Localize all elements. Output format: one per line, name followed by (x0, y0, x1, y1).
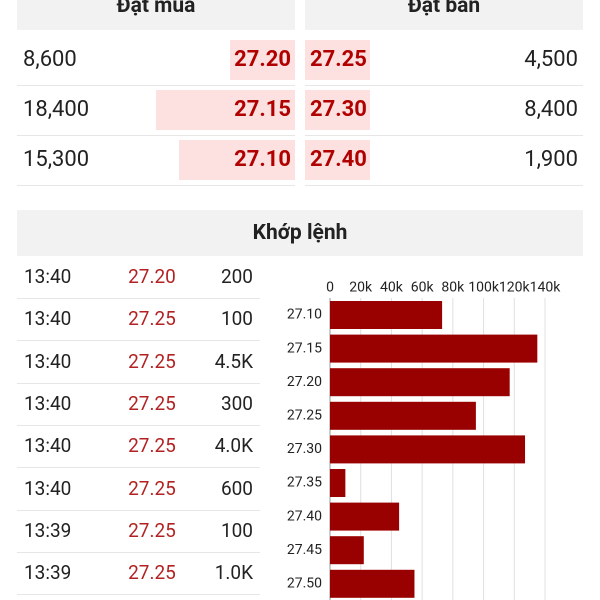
ask-volume-bar (305, 140, 370, 180)
row-divider (17, 424, 260, 426)
bid-header (17, 0, 295, 30)
row-divider (17, 594, 260, 596)
y-tick-label: 27.35 (287, 475, 322, 491)
x-tick-label: 0 (326, 280, 334, 296)
trade-price: 27.25 (128, 518, 176, 542)
y-tick-label: 27.20 (287, 374, 322, 390)
bid-volume: 8,600 (23, 47, 77, 72)
trade-price: 27.25 (128, 391, 176, 415)
trade-volume: 100 (220, 518, 253, 542)
ask-title: Đặt bán (407, 0, 481, 18)
bar (330, 368, 510, 397)
x-tick-label: 80k (441, 280, 465, 296)
trade-volume: 600 (220, 476, 253, 500)
trade-time: 13:40 (24, 265, 72, 288)
bar (330, 569, 415, 598)
bid-volume-bar (179, 140, 295, 180)
trade-volume: 1.0K (214, 561, 253, 585)
trade-time: 13:40 (24, 476, 72, 500)
ask-volume: 8,400 (524, 97, 578, 122)
trade-volume: 300 (220, 391, 253, 415)
trade-time: 13:40 (24, 434, 72, 458)
bar (330, 401, 476, 430)
trade-volume: 4.0K (214, 434, 253, 458)
x-tick-label: 40k (380, 280, 404, 296)
bid-title: Đặt mua (116, 0, 196, 18)
x-tick-label: 60k (411, 280, 435, 296)
ask-volume-bar (305, 40, 370, 80)
row-divider (17, 340, 260, 342)
y-tick-label: 27.50 (287, 576, 322, 592)
x-tick-label: 140k (530, 280, 562, 296)
y-tick-label: 27.30 (287, 441, 322, 457)
ask-volume: 4,500 (524, 47, 578, 72)
row-divider (17, 298, 260, 299)
bid-price: 27.15 (234, 97, 291, 122)
y-tick-label: 27.25 (287, 408, 322, 424)
row-divider (305, 85, 583, 86)
row-divider (17, 467, 260, 469)
x-tick-label: 20k (349, 280, 373, 296)
y-tick-label: 27.15 (287, 340, 322, 356)
trade-price: 27.25 (128, 476, 176, 500)
y-tick-label: 27.10 (287, 307, 322, 323)
trade-volume: 100 (220, 307, 253, 331)
row-divider (305, 185, 583, 186)
row-divider (17, 85, 295, 86)
row-divider (17, 509, 260, 511)
trade-time: 13:39 (24, 518, 72, 542)
bar (330, 536, 364, 565)
bar (330, 502, 400, 531)
trade-price: 27.25 (128, 434, 176, 458)
bid-volume-bar (156, 90, 295, 130)
row-divider (305, 135, 583, 136)
bar (330, 334, 538, 363)
trade-price: 27.20 (128, 265, 176, 288)
bid-volume: 15,300 (23, 147, 90, 172)
y-tick-label: 27.45 (287, 542, 322, 558)
trade-time: 13:40 (24, 307, 72, 331)
bid-volume-bar (230, 40, 295, 80)
ask-price: 27.30 (310, 97, 367, 122)
row-divider (17, 551, 260, 553)
ask-header (305, 0, 583, 30)
ask-volume-bar (305, 90, 370, 130)
trades-header (17, 210, 583, 256)
row-divider (17, 135, 295, 136)
x-tick-label: 120k (499, 280, 531, 296)
trade-volume: 200 (220, 265, 253, 288)
ask-price: 27.40 (310, 147, 367, 172)
bar (330, 469, 346, 497)
row-divider (17, 185, 295, 186)
x-tick-label: 100k (468, 280, 500, 296)
trade-time: 13:40 (24, 349, 72, 373)
trade-price: 27.25 (128, 561, 176, 585)
bid-price: 27.20 (234, 47, 291, 72)
trades-title: Khớp lệnh (252, 221, 348, 245)
y-tick-label: 27.40 (287, 508, 322, 524)
trade-price: 27.25 (128, 349, 176, 373)
row-divider (17, 382, 260, 384)
bid-price: 27.10 (234, 147, 291, 172)
bar (330, 435, 526, 464)
trade-time: 13:39 (24, 561, 72, 585)
ask-price: 27.25 (310, 47, 367, 72)
trade-time: 13:40 (24, 391, 72, 415)
trade-price: 27.25 (128, 307, 176, 331)
bar (330, 301, 443, 329)
ask-volume: 1,900 (524, 147, 578, 172)
bid-volume: 18,400 (23, 97, 90, 122)
trade-volume: 4.5K (214, 349, 253, 373)
